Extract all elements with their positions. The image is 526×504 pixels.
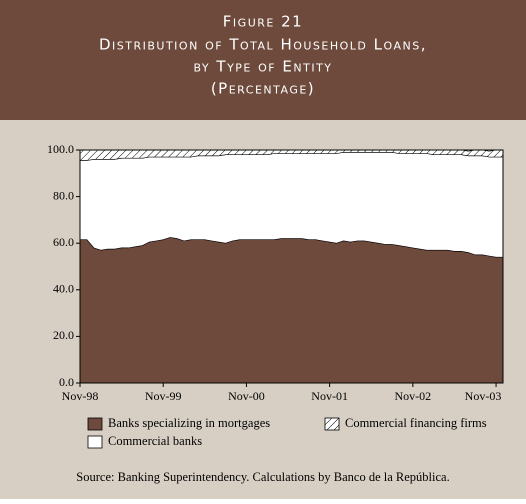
figure-label: Figure 21 [223, 13, 303, 31]
source-note: Source: Banking Superintendency. Calcula… [76, 470, 449, 484]
y-tick-label: 40.0 [53, 282, 74, 296]
legend-swatch [87, 435, 103, 449]
x-tick-label: Nov-98 [62, 389, 99, 403]
x-tick-label: Nov-02 [395, 389, 432, 403]
x-tick-label: Nov-99 [145, 389, 182, 403]
y-tick-label: 60.0 [53, 235, 74, 249]
x-tick-label: Nov-01 [311, 389, 348, 403]
x-tick-label: Nov-00 [228, 389, 265, 403]
legend-label: Banks specializing in mortgages [108, 416, 270, 430]
y-tick-label: 0.0 [59, 375, 74, 389]
legend-label: Commercial financing firms [345, 416, 487, 430]
header [0, 0, 526, 120]
y-tick-label: 20.0 [53, 328, 74, 342]
legend-swatch [324, 417, 340, 431]
chart-title: by Type of Entity [193, 58, 332, 76]
chart-subtitle: (Percentage) [211, 80, 315, 98]
plot-frame [79, 149, 504, 384]
y-tick-label: 100.0 [47, 142, 74, 156]
y-tick-label: 80.0 [53, 188, 74, 202]
legend-swatch [87, 417, 103, 431]
chart-title: Distribution of Total Household Loans, [99, 36, 427, 54]
legend-label: Commercial banks [108, 434, 202, 448]
x-tick-label: Nov-03 [465, 389, 502, 403]
area [79, 237, 504, 384]
